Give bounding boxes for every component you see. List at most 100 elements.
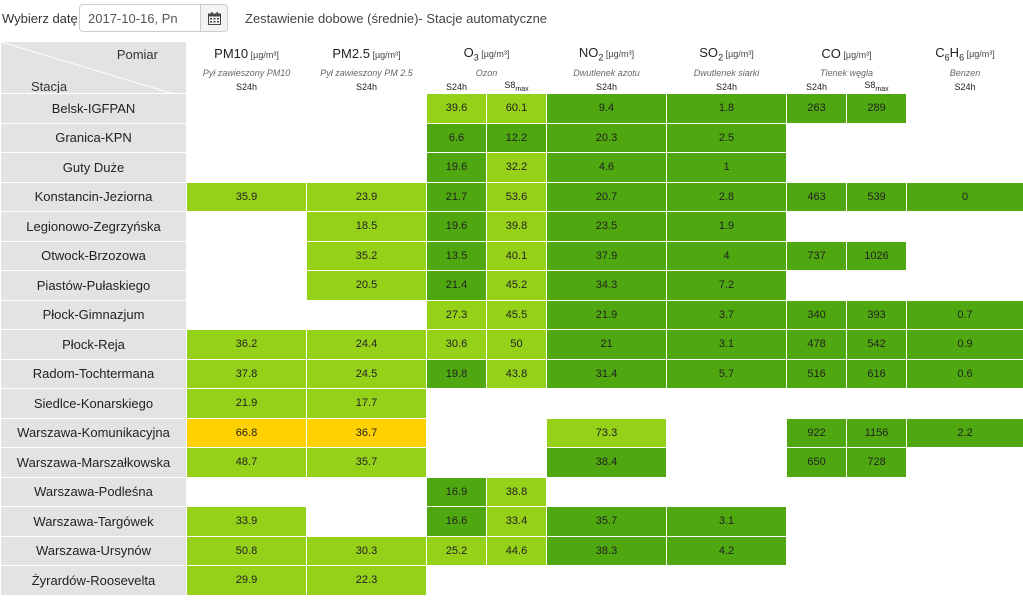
measurement-cell	[426, 388, 487, 419]
station-name[interactable]: Płock-Reja	[0, 329, 187, 360]
table-row: Otwock-Brzozowa 35.2 13.5 40.1 37.9 4 737 1026	[0, 240, 1023, 271]
measurement-cell: 60.1	[485, 93, 548, 124]
station-name[interactable]: Otwock-Brzozowa	[0, 240, 187, 271]
calendar-button[interactable]	[201, 4, 228, 32]
measurement-cell: 21.9	[186, 388, 307, 419]
measurement-cell	[306, 122, 427, 153]
station-name[interactable]: Płock-Gimnazjum	[0, 299, 187, 330]
station-name[interactable]: Granica-KPN	[0, 122, 187, 153]
measurement-cell	[485, 447, 548, 478]
measurement-cell: 20.3	[546, 122, 668, 153]
pollutant-unit: [µg/m³]	[964, 48, 995, 59]
pollutant-header[interactable]: SO2 [µg/m³]	[666, 41, 788, 66]
measurement-cell: 12.2	[485, 122, 548, 153]
station-name[interactable]: Warszawa-Komunikacyjna	[0, 417, 187, 448]
measurement-cell: 31.4	[546, 358, 668, 389]
station-name[interactable]: Konstancin-Jeziorna	[0, 181, 187, 212]
table-row: Płock-Gimnazjum 27.3 45.5 21.9 3.7 340 393 0.7	[0, 299, 1023, 330]
pollutant-header[interactable]: CO [µg/m³]	[786, 41, 908, 66]
measurement-cell	[846, 535, 908, 566]
measurement-cell	[786, 535, 848, 566]
measurement-cell: 37.8	[186, 358, 307, 389]
station-name[interactable]: Piastów-Pułaskiego	[0, 270, 187, 301]
station-name[interactable]: Żyrardów-Roosevelta	[0, 565, 187, 596]
pollutant-description: Tlenek węgla	[786, 65, 908, 80]
pollutant-description: Benzen	[906, 65, 1023, 80]
measurement-cell: 50	[485, 329, 548, 360]
measurement-cell	[846, 270, 908, 301]
measurement-cell	[906, 270, 1023, 301]
table-row: Warszawa-Podleśna 16.9 38.8	[0, 476, 1023, 507]
table-row: Granica-KPN 6.6 12.2 20.3 2.5	[0, 122, 1023, 153]
measurement-cell	[666, 476, 788, 507]
table-row: Radom-Tochtermana 37.8 24.5 19.8 43.8 31.4 5.7…	[0, 358, 1023, 389]
statistic-header: S24h	[546, 79, 668, 94]
measurement-cell: 21	[546, 329, 668, 360]
pollutant-header[interactable]: PM2.5 [µg/m³]	[306, 41, 427, 66]
station-name[interactable]: Radom-Tochtermana	[0, 358, 187, 389]
measurement-cell	[186, 122, 307, 153]
station-name[interactable]: Siedlce-Konarskiego	[0, 388, 187, 419]
measurement-cell	[786, 211, 848, 242]
measurement-cell	[786, 388, 848, 419]
measurement-cell: 0.9	[906, 329, 1023, 360]
station-name[interactable]: Warszawa-Marszałkowska	[0, 447, 187, 478]
pollutant-header[interactable]: NO2 [µg/m³]	[546, 41, 668, 66]
measurement-cell	[426, 417, 487, 448]
header-stacja: Stacja	[31, 79, 68, 94]
measurement-cell: 21.9	[546, 299, 668, 330]
measurement-cell	[426, 447, 487, 478]
measurement-cell: 36.2	[186, 329, 307, 360]
station-name[interactable]: Warszawa-Targówek	[0, 506, 187, 537]
measurement-cell	[485, 417, 548, 448]
statistic-header: S24h	[786, 79, 848, 94]
measurement-cell: 7.2	[666, 270, 788, 301]
measurement-cell: 0	[906, 181, 1023, 212]
station-name[interactable]: Belsk-IGFPAN	[0, 93, 187, 124]
date-input[interactable]	[79, 4, 201, 32]
measurement-cell: 5.7	[666, 358, 788, 389]
station-name[interactable]: Guty Duże	[0, 152, 187, 183]
measurement-cell: 23.9	[306, 181, 427, 212]
measurement-cell: 3.1	[666, 329, 788, 360]
measurement-cell	[306, 476, 427, 507]
station-name[interactable]: Warszawa-Ursynów	[0, 535, 187, 566]
pollutant-unit: [µg/m³]	[478, 48, 510, 59]
pollutant-description: Pył zawieszony PM 2.5	[306, 65, 427, 80]
measurement-cell: 542	[846, 329, 908, 360]
measurement-cell: 53.6	[485, 181, 548, 212]
measurement-cell	[485, 565, 548, 596]
measurements-table: Pomiar Stacja PM10 [µg/m³] PM2.5 [µg/m³] O3 …	[0, 41, 1023, 596]
header-pomiar: Pomiar	[116, 47, 158, 62]
measurement-cell: 33.9	[186, 506, 307, 537]
measurement-cell: 40.1	[485, 240, 548, 271]
pollutant-header[interactable]: PM10 [µg/m³]	[186, 41, 307, 66]
station-name[interactable]: Legionowo-Zegrzyńska	[0, 211, 187, 242]
measurement-cell: 19.8	[426, 358, 487, 389]
measurement-cell: 19.6	[426, 211, 487, 242]
measurement-cell: 9.4	[546, 93, 668, 124]
measurement-cell	[186, 476, 307, 507]
measurement-cell	[846, 388, 908, 419]
measurement-cell: 650	[786, 447, 848, 478]
measurement-cell: 922	[786, 417, 848, 448]
station-name[interactable]: Warszawa-Podleśna	[0, 476, 187, 507]
calendar-icon	[208, 12, 221, 25]
table-row: Warszawa-Targówek 33.9 16.6 33.4 35.7 3.1	[0, 506, 1023, 537]
pollutant-unit: [µg/m³]	[840, 50, 872, 60]
measurement-cell: 737	[786, 240, 848, 271]
measurement-cell: 289	[846, 93, 908, 124]
measurement-cell	[306, 506, 427, 537]
table-row: Siedlce-Konarskiego 21.9 17.7	[0, 388, 1023, 419]
measurement-cell	[906, 388, 1023, 419]
measurement-cell: 39.6	[426, 93, 487, 124]
pollutant-header[interactable]: O3 [µg/m³]	[425, 41, 548, 66]
measurement-cell	[906, 476, 1023, 507]
measurement-cell: 340	[786, 299, 848, 330]
measurement-cell: 16.9	[426, 476, 487, 507]
measurement-cell: 27.3	[426, 299, 487, 330]
measurement-cell	[906, 152, 1023, 183]
measurement-cell: 24.5	[306, 358, 427, 389]
pollutant-header[interactable]: C6H6 [µg/m³]	[906, 41, 1023, 66]
measurement-cell	[666, 388, 788, 419]
